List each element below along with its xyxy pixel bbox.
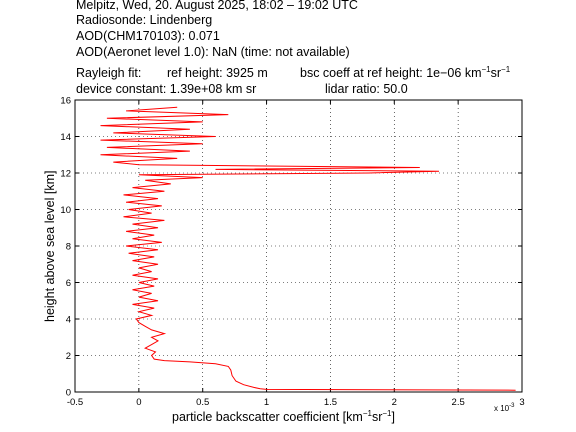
bsc-coeff-text: bsc coeff at ref height: 1e−06 km <box>300 66 482 80</box>
aod-aeronet-label: AOD(Aeronet level 1.0): NaN (time: not a… <box>76 45 350 59</box>
plot-area <box>75 100 522 392</box>
ref-height-label: ref height: 3925 m <box>167 66 268 80</box>
rayleigh-fit-label: Rayleigh fit: <box>76 66 142 80</box>
radiosonde-label: Radiosonde: Lindenberg <box>76 13 213 27</box>
x-tick-label: 1 <box>264 397 269 408</box>
y-tick-label: 10 <box>60 205 71 216</box>
x-exponent-base: x 10 <box>494 404 510 413</box>
y-tick-label: 16 <box>60 96 71 107</box>
y-tick-label: 2 <box>66 351 71 362</box>
x-axis-label-text: particle backscatter coefficient [km <box>172 410 363 424</box>
y-tick-label: 12 <box>60 169 71 180</box>
x-tick-label: 1.5 <box>324 397 337 408</box>
x-tick-label: 0.5 <box>196 397 209 408</box>
title-location-time: Melpitz, Wed, 20. August 2025, 18:02 – 1… <box>76 0 358 12</box>
y-axis-label: height above sea level [km] <box>43 170 57 322</box>
y-tick-label: 6 <box>66 278 71 289</box>
y-tick-label: 8 <box>66 242 71 253</box>
x-tick-label: 3 <box>519 397 524 408</box>
bsc-coeff-label: bsc coeff at ref height: 1e−06 km−1sr−1 <box>300 65 511 81</box>
x-tick-label: 0 <box>136 397 141 408</box>
x-exponent-power: -3 <box>509 403 515 409</box>
x-axis-label: particle backscatter coefficient [km−1sr… <box>172 409 395 425</box>
x-axis-exponent: x 10-3 <box>494 403 515 413</box>
y-tick-label: 4 <box>66 315 71 326</box>
lidar-ratio-label: lidar ratio: 50.0 <box>325 82 408 96</box>
x-tick-label: -0.5 <box>67 397 83 408</box>
x-tick-label: 2 <box>392 397 397 408</box>
y-tick-label: 0 <box>66 388 71 399</box>
aod-chm-label: AOD(CHM170103): 0.071 <box>76 29 220 43</box>
backscatter-profile-line <box>100 106 516 391</box>
x-tick-label: 2.5 <box>452 397 465 408</box>
y-tick-label: 14 <box>60 132 71 143</box>
plot-frame <box>74 99 523 393</box>
device-constant-label: device constant: 1.39e+08 km sr <box>76 82 257 96</box>
